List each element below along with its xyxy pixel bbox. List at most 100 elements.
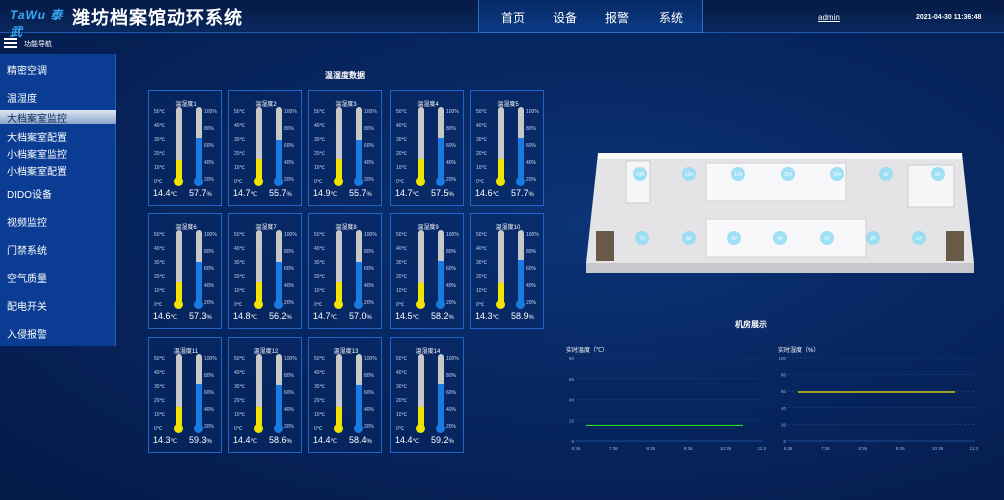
sensor-card: 温湿度5 50℃ 40℃ 30℃ 20℃ 10℃ 0℃ 100% 80% 60% 40% 20% 14.… [470,90,544,206]
sensor-name: 温湿度12 [253,349,279,355]
temp-bulb [416,424,425,433]
temp-tick: 50℃ [234,356,246,362]
humidity-chart-svg: 0 20 40 60 80 100 6:36 7:36 8:36 9:36 10:36 11:36 [778,356,978,451]
temp-value: 14.9℃ [313,188,338,198]
nav-home[interactable]: 首页 [501,11,526,25]
room-sensor-point[interactable] [912,231,926,245]
hum-thermometer [438,107,444,181]
room-sensor-point[interactable] [879,167,893,181]
nav-alarms[interactable]: 报警 [605,11,630,25]
temp-tick: 10℃ [396,412,408,418]
sidebar-item-dido[interactable]: DIDO设备 [7,190,52,201]
chart-x-tick: 6:36 [572,446,581,451]
room-sensor-point[interactable] [682,231,696,245]
sidebar-item-small-archive-monitor[interactable]: 小档案室监控 [7,150,67,161]
sidebar-item-large-archive-config[interactable]: 大档案室配置 [7,133,67,144]
menu-header-label: 功能导航 [24,41,52,48]
sensor-card: 温湿度12 50℃ 40℃ 30℃ 20℃ 10℃ 0℃ 100% 80% 60% 40% 20% 14… [228,337,302,453]
sidebar-item-precision-ac[interactable]: 精密空调 [7,66,47,77]
room-sensor-point[interactable] [682,167,696,181]
sidebar: 精密空调 温湿度 大档案室监控 大档案室配置 小档案室监控 小档案室配置 DID… [0,54,116,346]
temp-tick: 0℃ [396,426,405,432]
sensor-name: 温湿度6 [175,225,197,231]
nav-devices[interactable]: 设备 [553,11,578,25]
hum-fill [196,384,202,428]
room-sensor-point[interactable] [931,167,945,181]
temp-tick: 50℃ [234,232,246,238]
hum-tick: 80% [204,373,215,379]
sidebar-item-access[interactable]: 门禁系统 [7,246,47,257]
hum-tick: 40% [204,407,215,413]
sidebar-item-small-archive-config[interactable]: 小档案室配置 [7,167,67,178]
sidebar-item-intrusion[interactable]: 入侵报警 [7,330,47,341]
hum-fill [438,384,444,428]
sidebar-item-large-archive-monitor[interactable]: 大档案室监控 [0,110,116,125]
hum-tick: 20% [364,424,375,430]
room-sensor-point[interactable] [820,231,834,245]
temp-tick: 40℃ [234,246,246,252]
hum-tick: 40% [364,283,375,289]
room-sensor-point[interactable] [731,167,745,181]
sensor-card: 温湿度4 50℃ 40℃ 30℃ 20℃ 10℃ 0℃ 100% 80% 60% 40% 20% 14.… [390,90,464,206]
temp-tick: 50℃ [234,109,246,115]
temp-bulb [416,177,425,186]
hum-tick: 20% [284,300,295,306]
temp-value: 14.4℃ [313,435,338,445]
door-right [946,231,964,261]
menu-header[interactable]: 功能导航 [0,34,116,52]
temp-value: 14.6℃ [475,188,500,198]
temp-tick: 10℃ [314,288,326,294]
room-sensor-point[interactable] [830,167,844,181]
temp-tick: 0℃ [476,179,485,185]
sensor-card: 温湿度14 50℃ 40℃ 30℃ 20℃ 10℃ 0℃ 100% 80% 60% 40% 20% 14… [390,337,464,453]
sensor-name: 温湿度8 [335,225,357,231]
temp-tick: 20℃ [396,398,408,404]
temp-tick: 0℃ [154,179,163,185]
nav-system[interactable]: 系统 [659,11,684,25]
sidebar-item-power[interactable]: 配电开关 [7,302,47,313]
temp-tick: 40℃ [154,246,166,252]
sensor-name: 温湿度4 [417,102,439,108]
hum-tick: 100% [526,232,539,238]
user-link[interactable]: admin [818,13,840,22]
hum-fill [438,260,444,304]
temp-thermometer [418,230,424,304]
hum-tick: 100% [284,232,297,238]
temp-tick: 10℃ [476,288,488,294]
temp-thermometer [176,354,182,428]
hum-tick: 60% [364,143,375,149]
temp-tick: 0℃ [314,179,323,185]
temp-value: 14.7℃ [313,311,338,321]
temp-bulb [254,300,263,309]
room-sensor-point[interactable] [866,231,880,245]
room-sensor-point[interactable] [773,231,787,245]
humidity-chart: 实时湿度（%） 0 20 40 60 80 100 6:36 7:36 8:36 9:36 10:3… [778,340,978,458]
sensor-card: 温湿度13 50℃ 40℃ 30℃ 20℃ 10℃ 0℃ 100% 80% 60% 40% 20% 14… [308,337,382,453]
temp-thermometer [256,230,262,304]
hum-tick: 20% [284,177,295,183]
hum-tick: 100% [284,109,297,115]
sidebar-item-video[interactable]: 视频监控 [7,218,47,229]
hum-thermometer [196,107,202,181]
chart-x-tick: 10:36 [720,446,732,451]
sensor-name: 温湿度3 [335,102,357,108]
temp-bulb [416,300,425,309]
temp-thermometer [418,107,424,181]
menu-icon[interactable] [4,38,17,48]
hum-tick: 40% [446,407,457,413]
temp-fill [176,406,182,428]
sidebar-item-temp-humidity[interactable]: 温湿度 [7,94,37,105]
room-sensor-point[interactable] [633,167,647,181]
sidebar-item-air-quality[interactable]: 空气质量 [7,274,47,285]
room-sensor-point[interactable] [781,167,795,181]
temp-bulb [496,300,505,309]
temp-thermometer [256,107,262,181]
hum-value: 59.2% [431,435,454,445]
hum-tick: 60% [284,266,295,272]
room-sensor-point[interactable] [727,231,741,245]
hum-tick: 100% [364,109,377,115]
hum-bulb [354,424,363,433]
room-sensor-point[interactable] [635,231,649,245]
temp-fill [336,282,342,304]
hum-tick: 80% [526,126,537,132]
